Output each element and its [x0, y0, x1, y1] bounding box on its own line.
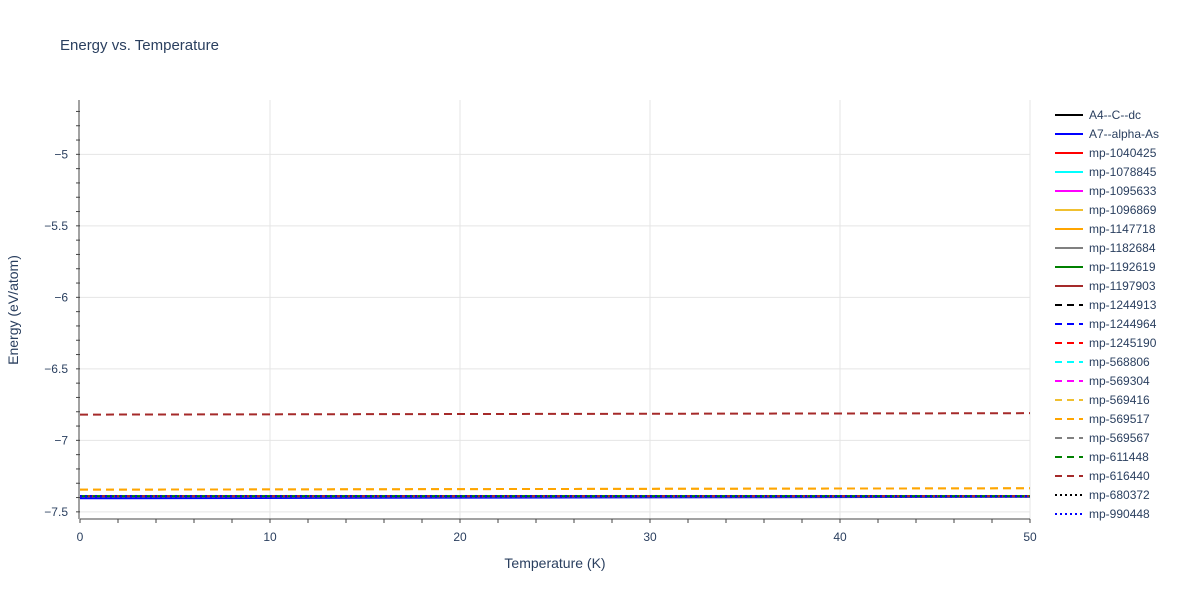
x-tick-label: 10 [263, 530, 277, 544]
y-axis-title: Energy (eV/atom) [5, 255, 21, 365]
series-line-mp-569517 [79, 487, 1031, 491]
legend-item-label: mp-1078845 [1089, 165, 1157, 179]
legend-item-label: mp-680372 [1089, 488, 1150, 502]
legend-item-label: mp-611448 [1089, 450, 1149, 464]
legend-item-label: mp-1096869 [1089, 203, 1157, 217]
legend-item-label: mp-1040425 [1089, 146, 1157, 160]
legend-item-label: mp-569416 [1089, 393, 1150, 407]
legend-item-label: mp-1197903 [1089, 279, 1156, 293]
legend-item-label: mp-568806 [1089, 355, 1150, 369]
x-tick-label: 30 [643, 530, 657, 544]
y-tick-label: −7.5 [44, 505, 68, 519]
legend-item-label: mp-1244913 [1089, 298, 1157, 312]
legend-item-label: mp-569517 [1089, 412, 1150, 426]
legend[interactable]: A4--C--dc A7--alpha-As mp-1040425 mp-107884… [1055, 108, 1159, 521]
grid [80, 100, 1031, 519]
chart-title: Energy vs. Temperature [60, 37, 219, 54]
x-tick-labels: 0 10 20 30 40 50 [77, 530, 1037, 544]
x-tick-label: 40 [833, 530, 847, 544]
legend-item-label: mp-990448 [1089, 507, 1150, 521]
x-tick-label: 0 [77, 530, 84, 544]
y-tick-label: −5.5 [44, 219, 68, 233]
legend-item-label: mp-1095633 [1089, 184, 1157, 198]
legend-item-label: mp-569567 [1089, 431, 1150, 445]
series-line-mp-616440 [79, 412, 1031, 416]
legend-item-label: mp-1245190 [1089, 336, 1157, 350]
legend-item-label: mp-616440 [1089, 469, 1150, 483]
y-tick-label: −5 [54, 147, 68, 161]
y-tick-label: −6 [54, 290, 68, 304]
x-tick-label: 20 [453, 530, 467, 544]
legend-item-label: mp-1244964 [1089, 317, 1157, 331]
plot-area [79, 412, 1031, 500]
legend-item-label: mp-1182684 [1089, 241, 1156, 255]
y-tick-label: −6.5 [44, 362, 68, 376]
x-axis-title: Temperature (K) [504, 555, 605, 571]
minor-ticks [76, 110, 1031, 523]
legend-item-label: mp-1192619 [1089, 260, 1156, 274]
legend-item-label: mp-1147718 [1089, 222, 1156, 236]
y-tick-labels: −5 −5.5 −6 −6.5 −7 −7.5 [44, 147, 68, 519]
legend-item-label: A7--alpha-As [1089, 127, 1159, 141]
y-tick-label: −7 [54, 433, 68, 447]
legend-item-label: A4--C--dc [1089, 108, 1141, 122]
x-tick-label: 50 [1023, 530, 1037, 544]
legend-item-label: mp-569304 [1089, 374, 1150, 388]
